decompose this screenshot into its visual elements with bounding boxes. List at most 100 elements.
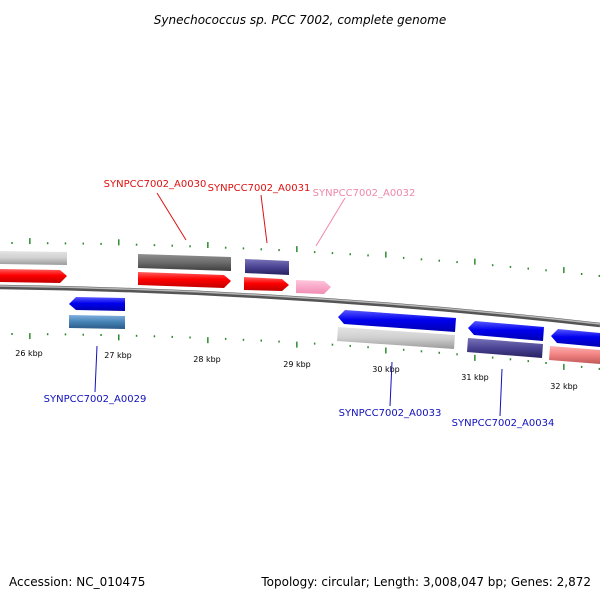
minor-tick — [224, 246, 227, 249]
minor-tick — [153, 335, 156, 338]
major-tick — [563, 363, 565, 370]
leader-line-a0033 — [389, 361, 393, 407]
minor-tick — [46, 333, 49, 336]
leader-line-a0029 — [94, 345, 98, 393]
major-tick — [296, 341, 298, 348]
gene-arrow-forward-a0031 — [244, 277, 289, 291]
minor-tick — [456, 261, 458, 264]
gene-labels: SYNPCC7002_A0030 SYNPCC7002_A0031 SYNPCC… — [44, 179, 555, 429]
major-tick — [385, 251, 387, 258]
leader-line-a0031 — [260, 194, 268, 244]
minor-tick — [598, 367, 600, 370]
genome-backbone — [0, 284, 600, 328]
major-tick — [474, 258, 476, 265]
gene-label-a0032[interactable]: SYNPCC7002_A0032 — [313, 188, 416, 199]
minor-tick — [153, 244, 156, 247]
minor-tick — [189, 336, 191, 339]
accession-text: Accession: NC_010475 — [9, 575, 145, 589]
gene-arrow-reverse-a0029 — [69, 297, 125, 311]
genome-summary-text: Topology: circular; Length: 3,008,047 bp… — [260, 575, 591, 589]
gene-arrow-reverse-a0035 — [551, 329, 600, 347]
minor-tick — [242, 338, 245, 341]
gene-bar-salmon-a0035 — [549, 346, 600, 364]
minor-tick — [367, 346, 369, 349]
minor-tick — [509, 265, 512, 268]
gene-arrow-forward-a0030 — [138, 272, 231, 288]
minor-tick — [224, 337, 227, 340]
minor-tick — [278, 340, 280, 343]
scale-label: 31 kbp — [461, 373, 489, 382]
minor-tick — [278, 249, 280, 252]
minor-tick — [260, 339, 262, 342]
minor-tick — [46, 242, 49, 245]
minor-tick — [598, 274, 600, 277]
minor-tick — [313, 342, 316, 345]
outer-tick-ring — [11, 238, 600, 277]
major-tick — [385, 347, 387, 354]
gene-label-a0029[interactable]: SYNPCC7002_A0029 — [44, 394, 147, 405]
gene-arrow-forward-a0028 — [0, 269, 67, 283]
minor-tick — [580, 365, 583, 368]
leader-line-a0030 — [156, 192, 187, 241]
minor-tick — [331, 252, 334, 255]
scale-label: 26 kbp — [15, 349, 43, 358]
minor-tick — [527, 360, 529, 363]
genome-backbone-highlight — [0, 285, 600, 325]
minor-tick — [580, 273, 583, 275]
gene-bar-lightgray-a0028 — [0, 251, 67, 265]
minor-tick — [11, 333, 13, 335]
scale-label: 29 kbp — [283, 360, 311, 369]
minor-tick — [313, 251, 316, 254]
gene-label-a0030[interactable]: SYNPCC7002_A0030 — [104, 179, 207, 190]
gene-bar-navy-a0031 — [245, 259, 289, 275]
minor-tick — [135, 334, 138, 337]
gene-arrow-reverse-a0033 — [338, 310, 456, 332]
minor-tick — [260, 248, 262, 251]
major-tick — [29, 238, 31, 245]
minor-tick — [82, 242, 84, 245]
minor-tick — [349, 253, 351, 256]
minor-tick — [491, 264, 494, 267]
minor-tick — [545, 362, 547, 364]
gene-bar-navy-a0034 — [467, 338, 543, 358]
scale-label: 30 kbp — [372, 365, 400, 374]
gene-label-a0034[interactable]: SYNPCC7002_A0034 — [452, 418, 555, 429]
minor-tick — [420, 350, 423, 353]
major-tick — [29, 333, 31, 340]
label-leaders — [94, 192, 503, 417]
leader-line-a0034 — [499, 368, 503, 417]
minor-tick — [438, 259, 440, 262]
gene-bar-steelblue-a0029 — [69, 315, 125, 329]
minor-tick — [349, 344, 351, 347]
minor-tick — [171, 244, 173, 247]
scale-label: 28 kbp — [193, 355, 221, 364]
minor-tick — [242, 247, 245, 250]
gene-label-a0033[interactable]: SYNPCC7002_A0033 — [339, 408, 442, 419]
gene-arrow-forward-a0032 — [296, 280, 331, 294]
gene-bar-darkgray-a0030 — [138, 254, 231, 271]
minor-tick — [64, 242, 67, 245]
leader-line-a0032 — [315, 197, 346, 247]
minor-tick — [11, 242, 13, 244]
minor-tick — [509, 358, 512, 361]
minor-tick — [402, 256, 405, 259]
minor-tick — [545, 269, 547, 272]
major-tick — [474, 354, 476, 361]
minor-tick — [438, 351, 440, 354]
major-tick — [118, 334, 120, 341]
minor-tick — [135, 243, 138, 246]
gene-bar-lightgray-a0033 — [337, 327, 455, 349]
gene-label-a0031[interactable]: SYNPCC7002_A0031 — [208, 183, 311, 194]
scale-labels: 26 kbp 27 kbp 28 kbp 29 kbp 30 kbp 31 kb… — [15, 349, 578, 391]
minor-tick — [527, 267, 529, 270]
map-title: Synechococcus sp. PCC 7002, complete gen… — [154, 13, 446, 27]
major-tick — [207, 337, 209, 344]
minor-tick — [64, 333, 67, 336]
major-tick — [296, 246, 298, 253]
minor-tick — [402, 348, 405, 351]
minor-tick — [367, 254, 369, 257]
minor-tick — [189, 245, 191, 248]
major-tick — [563, 267, 565, 274]
inner-tick-ring — [11, 333, 600, 370]
